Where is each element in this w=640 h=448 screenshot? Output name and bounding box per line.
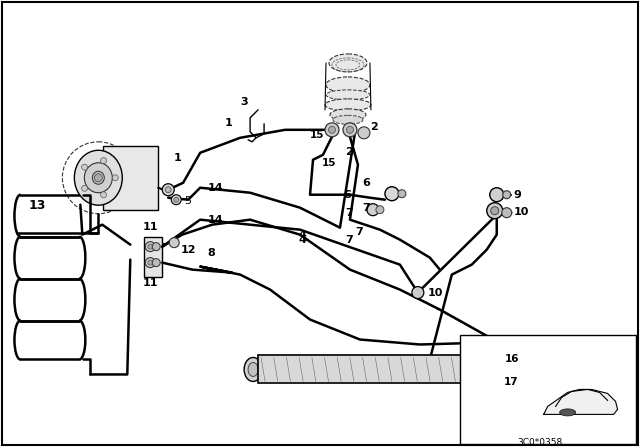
Text: 4: 4 — [298, 235, 306, 245]
Text: 7: 7 — [355, 227, 363, 237]
Circle shape — [169, 237, 179, 248]
Ellipse shape — [329, 54, 367, 72]
Text: 12: 12 — [180, 245, 196, 254]
Text: 10: 10 — [514, 207, 529, 217]
Text: 14: 14 — [208, 215, 224, 225]
Circle shape — [503, 191, 511, 199]
Circle shape — [145, 241, 156, 252]
Polygon shape — [543, 389, 618, 414]
Bar — [460, 335, 636, 444]
Circle shape — [552, 409, 564, 420]
Ellipse shape — [248, 362, 258, 376]
Text: 11: 11 — [143, 222, 158, 232]
Circle shape — [509, 383, 525, 400]
Text: 17: 17 — [504, 378, 518, 388]
Ellipse shape — [333, 115, 363, 124]
Ellipse shape — [325, 99, 371, 111]
Circle shape — [490, 188, 504, 202]
Circle shape — [162, 184, 174, 196]
Text: 3: 3 — [240, 97, 248, 107]
Text: 11: 11 — [143, 278, 158, 288]
Ellipse shape — [84, 163, 112, 193]
Text: 16: 16 — [505, 354, 519, 365]
Circle shape — [483, 374, 500, 392]
Circle shape — [100, 158, 107, 164]
Ellipse shape — [559, 409, 575, 416]
Circle shape — [112, 175, 118, 181]
Circle shape — [495, 353, 503, 362]
Circle shape — [385, 187, 399, 201]
Circle shape — [398, 190, 406, 198]
Ellipse shape — [244, 358, 262, 381]
Ellipse shape — [476, 358, 493, 381]
Bar — [103, 146, 158, 210]
Circle shape — [487, 378, 497, 388]
Text: 7: 7 — [345, 235, 353, 245]
Circle shape — [487, 202, 503, 219]
Circle shape — [514, 388, 522, 396]
Circle shape — [173, 197, 179, 202]
Circle shape — [412, 287, 424, 298]
Text: 1: 1 — [173, 153, 181, 163]
Ellipse shape — [92, 171, 104, 184]
Text: 10: 10 — [428, 288, 444, 297]
Circle shape — [502, 208, 512, 218]
Circle shape — [145, 258, 156, 267]
Text: 14: 14 — [208, 183, 224, 193]
Circle shape — [491, 207, 499, 215]
Circle shape — [376, 206, 384, 214]
Text: 1: 1 — [225, 118, 233, 128]
Ellipse shape — [330, 109, 366, 121]
Text: 9: 9 — [514, 190, 522, 200]
Bar — [144, 237, 162, 276]
Circle shape — [165, 187, 172, 193]
Ellipse shape — [326, 77, 370, 93]
Text: 8: 8 — [207, 248, 215, 258]
Text: 6: 6 — [343, 190, 351, 200]
Circle shape — [148, 260, 153, 265]
Circle shape — [483, 356, 490, 363]
Circle shape — [172, 195, 181, 205]
Text: 7: 7 — [345, 208, 353, 218]
Circle shape — [152, 258, 160, 267]
Text: 2: 2 — [370, 122, 378, 132]
Text: 4: 4 — [298, 230, 306, 240]
Circle shape — [81, 164, 88, 170]
Circle shape — [81, 185, 88, 191]
Text: 2: 2 — [345, 147, 353, 157]
Ellipse shape — [480, 362, 490, 376]
Circle shape — [343, 123, 357, 137]
Circle shape — [100, 192, 107, 198]
Circle shape — [367, 204, 379, 215]
Circle shape — [325, 123, 339, 137]
Circle shape — [94, 174, 102, 182]
Circle shape — [152, 243, 160, 250]
Ellipse shape — [74, 150, 122, 205]
Text: 15: 15 — [322, 158, 337, 168]
Text: 6: 6 — [362, 178, 370, 188]
Circle shape — [358, 127, 370, 139]
Circle shape — [346, 126, 353, 134]
Bar — [258, 355, 480, 383]
Ellipse shape — [326, 90, 370, 100]
Circle shape — [598, 409, 609, 420]
Text: 13: 13 — [28, 199, 46, 212]
Circle shape — [148, 244, 153, 249]
Text: 15: 15 — [310, 130, 324, 140]
Text: 3C0*0358: 3C0*0358 — [517, 438, 563, 447]
Circle shape — [490, 380, 493, 384]
Circle shape — [328, 126, 335, 134]
Text: 5: 5 — [184, 196, 191, 206]
Circle shape — [480, 353, 493, 366]
Text: 7: 7 — [362, 202, 370, 213]
